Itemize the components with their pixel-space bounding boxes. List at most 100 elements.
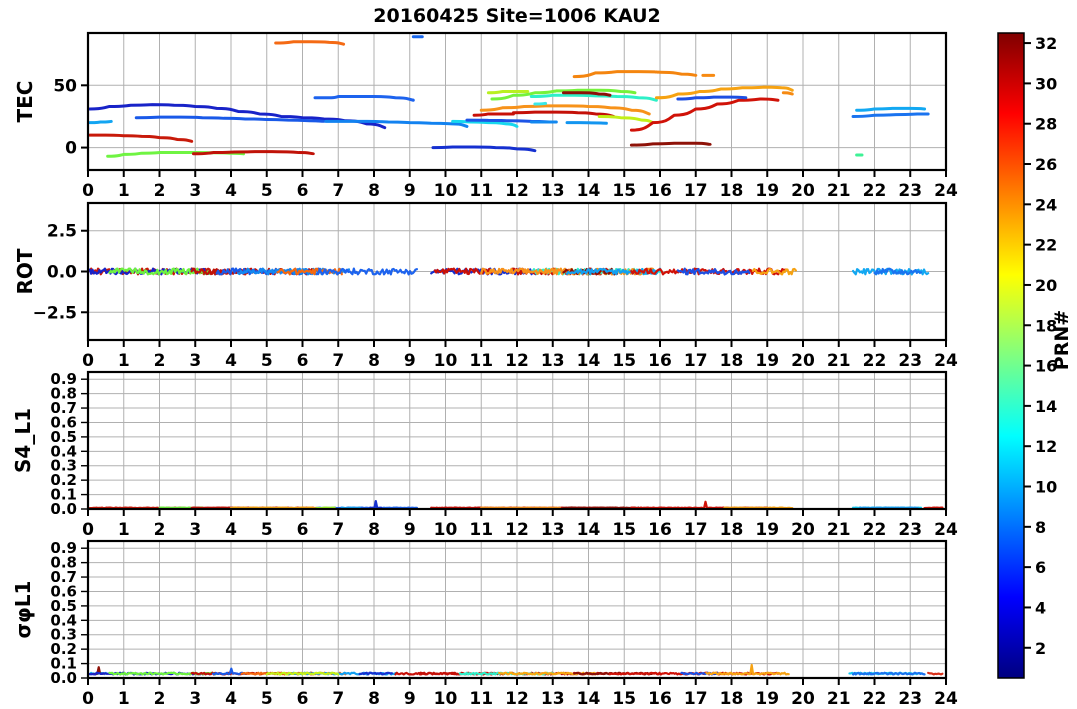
tec-arc-prn [313, 95, 415, 102]
x-tick-label: 5 [261, 689, 273, 709]
axis-label-sigma_phi_l1: σφL1 [11, 581, 35, 639]
x-tick-label: 24 [934, 351, 958, 371]
x-tick-label: 11 [469, 689, 493, 709]
x-tick-label: 17 [684, 689, 708, 709]
x-tick-label: 14 [577, 520, 601, 540]
x-tick-label: 0 [82, 689, 94, 709]
colorbar-tick-label: 4 [1035, 598, 1046, 617]
x-tick-label: 16 [648, 351, 672, 371]
page-title: 20160425 Site=1006 KAU2 [373, 5, 660, 27]
x-tick-label: 2 [154, 689, 166, 709]
x-tick-label: 15 [612, 689, 636, 709]
timeseries-trace-prn [358, 671, 393, 676]
y-tick-label: 0.5 [50, 597, 77, 615]
tec-arc-prn [597, 114, 655, 125]
tec-arc-prn [654, 85, 794, 100]
x-tick-label: 0 [82, 351, 94, 371]
x-tick-label: 4 [225, 520, 237, 540]
x-tick-label: 19 [755, 351, 779, 371]
x-tick-label: 10 [434, 520, 458, 540]
x-tick-label: 3 [189, 181, 201, 201]
timeseries-trace-prn [723, 506, 794, 510]
x-tick-label: 9 [404, 351, 416, 371]
timeseries-trace-prn [676, 267, 751, 276]
y-tick-label: 0.7 [50, 399, 77, 417]
x-tick-label: 18 [720, 351, 744, 371]
x-tick-label: 12 [505, 351, 529, 371]
tec-arc-prn [486, 90, 530, 95]
colorbar-tick-label: 10 [1035, 478, 1057, 497]
data-traces-rot [88, 267, 930, 276]
x-tick-label: 23 [898, 520, 922, 540]
tec-arc-prn [88, 133, 194, 143]
timeseries-trace-prn [851, 671, 926, 676]
axis-label-s4_l1: S4_L1 [11, 408, 35, 473]
x-tick-label: 11 [469, 181, 493, 201]
x-tick-label: 11 [469, 351, 493, 371]
timeseries-trace-prn [108, 267, 211, 276]
x-tick-label: 6 [297, 520, 309, 540]
x-tick-label: 13 [541, 181, 565, 201]
colorbar-tick-label: 26 [1035, 155, 1057, 174]
x-tick-label: 5 [261, 181, 273, 201]
colorbar-tick-label: 30 [1035, 74, 1057, 93]
x-tick-label: 4 [225, 351, 237, 371]
x-tick-label: 2 [154, 520, 166, 540]
tec-arc-prn [561, 91, 612, 97]
y-tick-label: 0 [65, 139, 77, 159]
tec-arc-prn [676, 95, 748, 101]
x-tick-label: 16 [648, 181, 672, 201]
x-tick-label: 5 [261, 520, 273, 540]
x-tick-label: 22 [863, 520, 887, 540]
x-tick-label: 3 [189, 689, 201, 709]
panel-tec: 0 1 2 3 4 5 6 7 8 9 10 11 12 13 14 15 16 17 18 19 20 21 22 23 24… [13, 31, 958, 201]
x-tick-label: 24 [934, 689, 958, 709]
colorbar-tick-label: 2 [1035, 639, 1046, 658]
panel-rot: 0 1 2 3 4 5 6 7 8 9 10 11 12 13 14 15 16 17 18 19 20 21 22 23 24… [13, 201, 958, 371]
axis-label-rot: ROT [13, 248, 37, 294]
x-tick-label: 10 [434, 351, 458, 371]
y-tick-label: 0.6 [50, 413, 77, 431]
x-tick-label: 6 [297, 351, 309, 371]
x-tick-label: 8 [368, 181, 380, 201]
tec-arc-prn [572, 70, 698, 79]
tec-arc-prn [781, 91, 794, 96]
y-tick-label: 0.0 [50, 669, 77, 687]
x-tick-label: 22 [863, 181, 887, 201]
x-tick-label: 4 [225, 181, 237, 201]
timeseries-trace-prn [927, 671, 944, 676]
colorbar-tick-label: 28 [1035, 115, 1057, 134]
x-tick-label: 12 [505, 689, 529, 709]
x-tick-label: 13 [541, 689, 565, 709]
timeseries-trace-prn [315, 267, 418, 276]
x-tick-label: 13 [541, 351, 565, 371]
tec-arc-prn [565, 121, 608, 125]
panel-s4_l1: 0 1 2 3 4 5 6 7 8 9 10 11 12 13 14 15 16 17 18 19 20 21 22 23 24… [11, 370, 958, 540]
data-traces-tec [88, 35, 930, 158]
x-tick-label: 18 [720, 689, 744, 709]
timeseries-trace-prn [562, 506, 640, 510]
timeseries-trace-prn [873, 267, 923, 276]
x-tick-label: 2 [154, 351, 166, 371]
x-tick-label: 6 [297, 689, 309, 709]
x-tick-label: 18 [720, 520, 744, 540]
x-tick-label: 6 [297, 181, 309, 201]
x-tick-label: 9 [404, 181, 416, 201]
colorbar-tick-label: 20 [1035, 276, 1057, 295]
x-tick-label: 11 [469, 520, 493, 540]
y-tick-label: 0.9 [50, 370, 77, 388]
tec-arc-prn [451, 119, 519, 128]
x-tick-label: 13 [541, 520, 565, 540]
y-tick-label: 0.3 [50, 626, 77, 644]
x-tick-label: 15 [612, 181, 636, 201]
data-traces-s4_l1 [88, 499, 944, 510]
x-tick-label: 19 [755, 181, 779, 201]
x-tick-label: 16 [648, 520, 672, 540]
tec-arc-prn [134, 115, 326, 123]
y-tick-label: 50 [53, 76, 77, 96]
x-tick-label: 7 [332, 689, 344, 709]
x-tick-label: 1 [118, 689, 130, 709]
y-tick-label: −2.5 [33, 303, 77, 323]
x-tick-label: 7 [332, 181, 344, 201]
